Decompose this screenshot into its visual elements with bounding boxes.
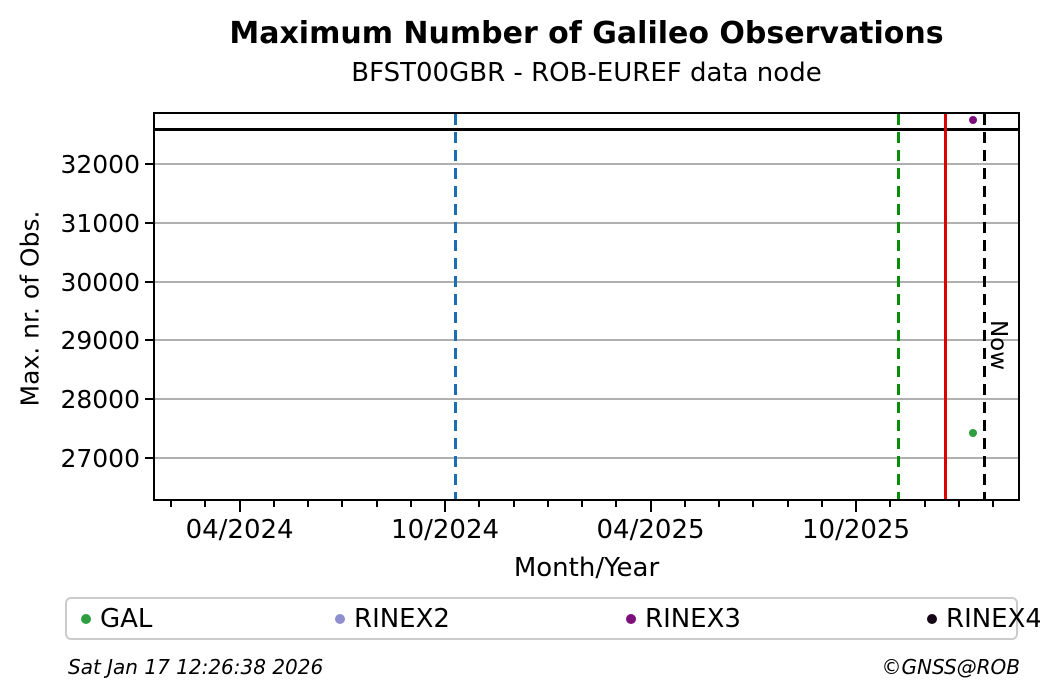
x-minor-tick <box>170 501 173 507</box>
x-minor-tick <box>581 501 584 507</box>
x-tick-label: 04/2024 <box>185 515 294 545</box>
y-gridline <box>155 456 1018 459</box>
x-minor-tick <box>992 501 994 507</box>
x-minor-tick <box>478 501 481 507</box>
y-tick-mark <box>145 280 153 283</box>
rinex2-marker-icon <box>335 613 345 624</box>
marker-vline <box>454 114 458 499</box>
x-major-tick <box>649 501 652 512</box>
x-minor-tick <box>546 501 549 507</box>
x-major-tick <box>238 501 241 512</box>
legend-item-rinex3: RINEX3 <box>626 599 741 638</box>
legend-label: GAL <box>100 603 153 634</box>
rinex4-marker-icon <box>927 613 937 624</box>
x-minor-tick <box>923 501 926 507</box>
y-tick-mark <box>145 339 153 342</box>
x-minor-tick <box>820 501 823 507</box>
legend-item-gal: GAL <box>81 599 152 638</box>
y-tick-mark <box>145 456 153 459</box>
x-minor-tick <box>752 501 755 507</box>
x-minor-tick <box>272 501 275 507</box>
legend-label: RINEX4 <box>946 603 1040 634</box>
y-tick-mark <box>145 162 153 165</box>
y-tick-label: 31000 <box>60 208 140 238</box>
point-gal <box>969 428 978 437</box>
x-axis-label: Month/Year <box>513 553 660 583</box>
point-rinex3 <box>969 116 978 125</box>
marker-vline <box>897 114 901 499</box>
chart-title: Maximum Number of Galileo Observations <box>229 16 944 51</box>
x-tick-label: 10/2025 <box>802 515 911 545</box>
x-minor-tick <box>889 501 892 507</box>
gal-marker-icon <box>81 613 91 624</box>
legend-item-rinex2: RINEX2 <box>335 599 450 638</box>
chart-subtitle: BFST00GBR - ROB-EUREF data node <box>351 58 822 88</box>
y-tick-label: 27000 <box>60 443 140 473</box>
y-tick-mark <box>145 221 153 224</box>
x-minor-tick <box>718 501 721 507</box>
y-tick-label: 32000 <box>60 149 140 179</box>
y-gridline <box>155 398 1018 401</box>
marker-vline <box>944 114 948 499</box>
legend-label: RINEX3 <box>645 603 741 634</box>
x-minor-tick <box>957 501 960 507</box>
x-major-tick <box>855 501 858 512</box>
y-tick-label: 28000 <box>60 385 140 415</box>
legend: GAL RINEX2 RINEX3 RINEX4 <box>65 597 1040 640</box>
x-minor-tick <box>409 501 412 507</box>
y-gridline <box>155 339 1018 342</box>
y-tick-label: 30000 <box>60 267 140 297</box>
plot-area: Now <box>153 112 1020 501</box>
x-minor-tick <box>512 501 515 507</box>
y-gridline <box>155 280 1018 283</box>
timestamp-text: Sat Jan 17 12:26:38 2026 <box>68 655 324 679</box>
x-minor-tick <box>786 501 789 507</box>
y-tick-mark <box>145 398 153 401</box>
y-tick-label: 29000 <box>60 326 140 356</box>
y-axis-label: Max. nr. of Obs. <box>15 210 45 407</box>
rinex3-marker-icon <box>626 613 636 624</box>
max-obs-hline <box>155 127 1018 131</box>
x-tick-label: 10/2024 <box>391 515 500 545</box>
x-tick-label: 04/2025 <box>596 515 705 545</box>
now-label: Now <box>985 319 1012 371</box>
x-minor-tick <box>204 501 207 507</box>
legend-item-rinex4: RINEX4 <box>927 599 1040 638</box>
x-major-tick <box>444 501 447 512</box>
y-gridline <box>155 162 1018 165</box>
credit-text: ©GNSS@ROB <box>881 655 1021 679</box>
x-minor-tick <box>341 501 344 507</box>
x-minor-tick <box>375 501 378 507</box>
legend-label: RINEX2 <box>354 603 450 634</box>
y-gridline <box>155 221 1018 224</box>
x-minor-tick <box>683 501 686 507</box>
x-minor-tick <box>307 501 310 507</box>
now-line <box>983 114 987 499</box>
x-minor-tick <box>615 501 618 507</box>
